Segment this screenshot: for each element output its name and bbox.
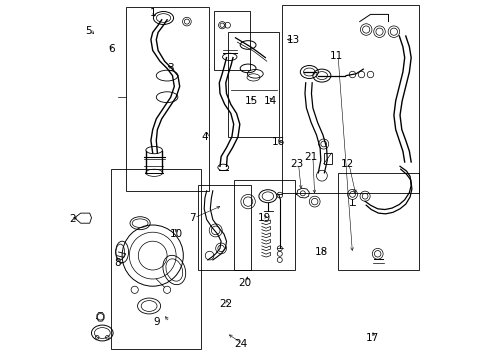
Text: 7: 7 [188, 213, 195, 223]
Text: 6: 6 [108, 44, 114, 54]
Text: 2: 2 [69, 213, 76, 224]
Bar [233, 180, 294, 270]
Text: 13: 13 [286, 35, 299, 45]
Bar [197, 185, 250, 270]
Bar [228, 32, 278, 137]
Text: 9: 9 [153, 317, 159, 327]
Text: 24: 24 [234, 339, 247, 349]
Text: 12: 12 [340, 159, 353, 169]
Text: 11: 11 [329, 51, 342, 61]
Text: 4: 4 [201, 132, 208, 142]
Text: 5: 5 [85, 26, 92, 36]
Text: 22: 22 [218, 299, 232, 309]
Text: 18: 18 [315, 247, 328, 257]
Bar [125, 7, 208, 191]
Text: 8: 8 [114, 258, 121, 268]
Text: 10: 10 [169, 229, 183, 239]
Text: 17: 17 [365, 333, 378, 343]
Text: 16: 16 [271, 137, 285, 147]
Bar [213, 11, 249, 70]
Bar [111, 169, 201, 349]
Bar [282, 5, 418, 193]
Text: 3: 3 [167, 63, 174, 73]
Text: 23: 23 [289, 159, 303, 169]
Text: 15: 15 [244, 96, 258, 106]
Text: 1: 1 [149, 8, 156, 18]
Text: 19: 19 [257, 213, 270, 223]
Bar [337, 173, 418, 270]
Text: 20: 20 [238, 278, 250, 288]
Text: 14: 14 [263, 96, 277, 106]
Bar [323, 153, 331, 164]
Text: 21: 21 [304, 152, 317, 162]
